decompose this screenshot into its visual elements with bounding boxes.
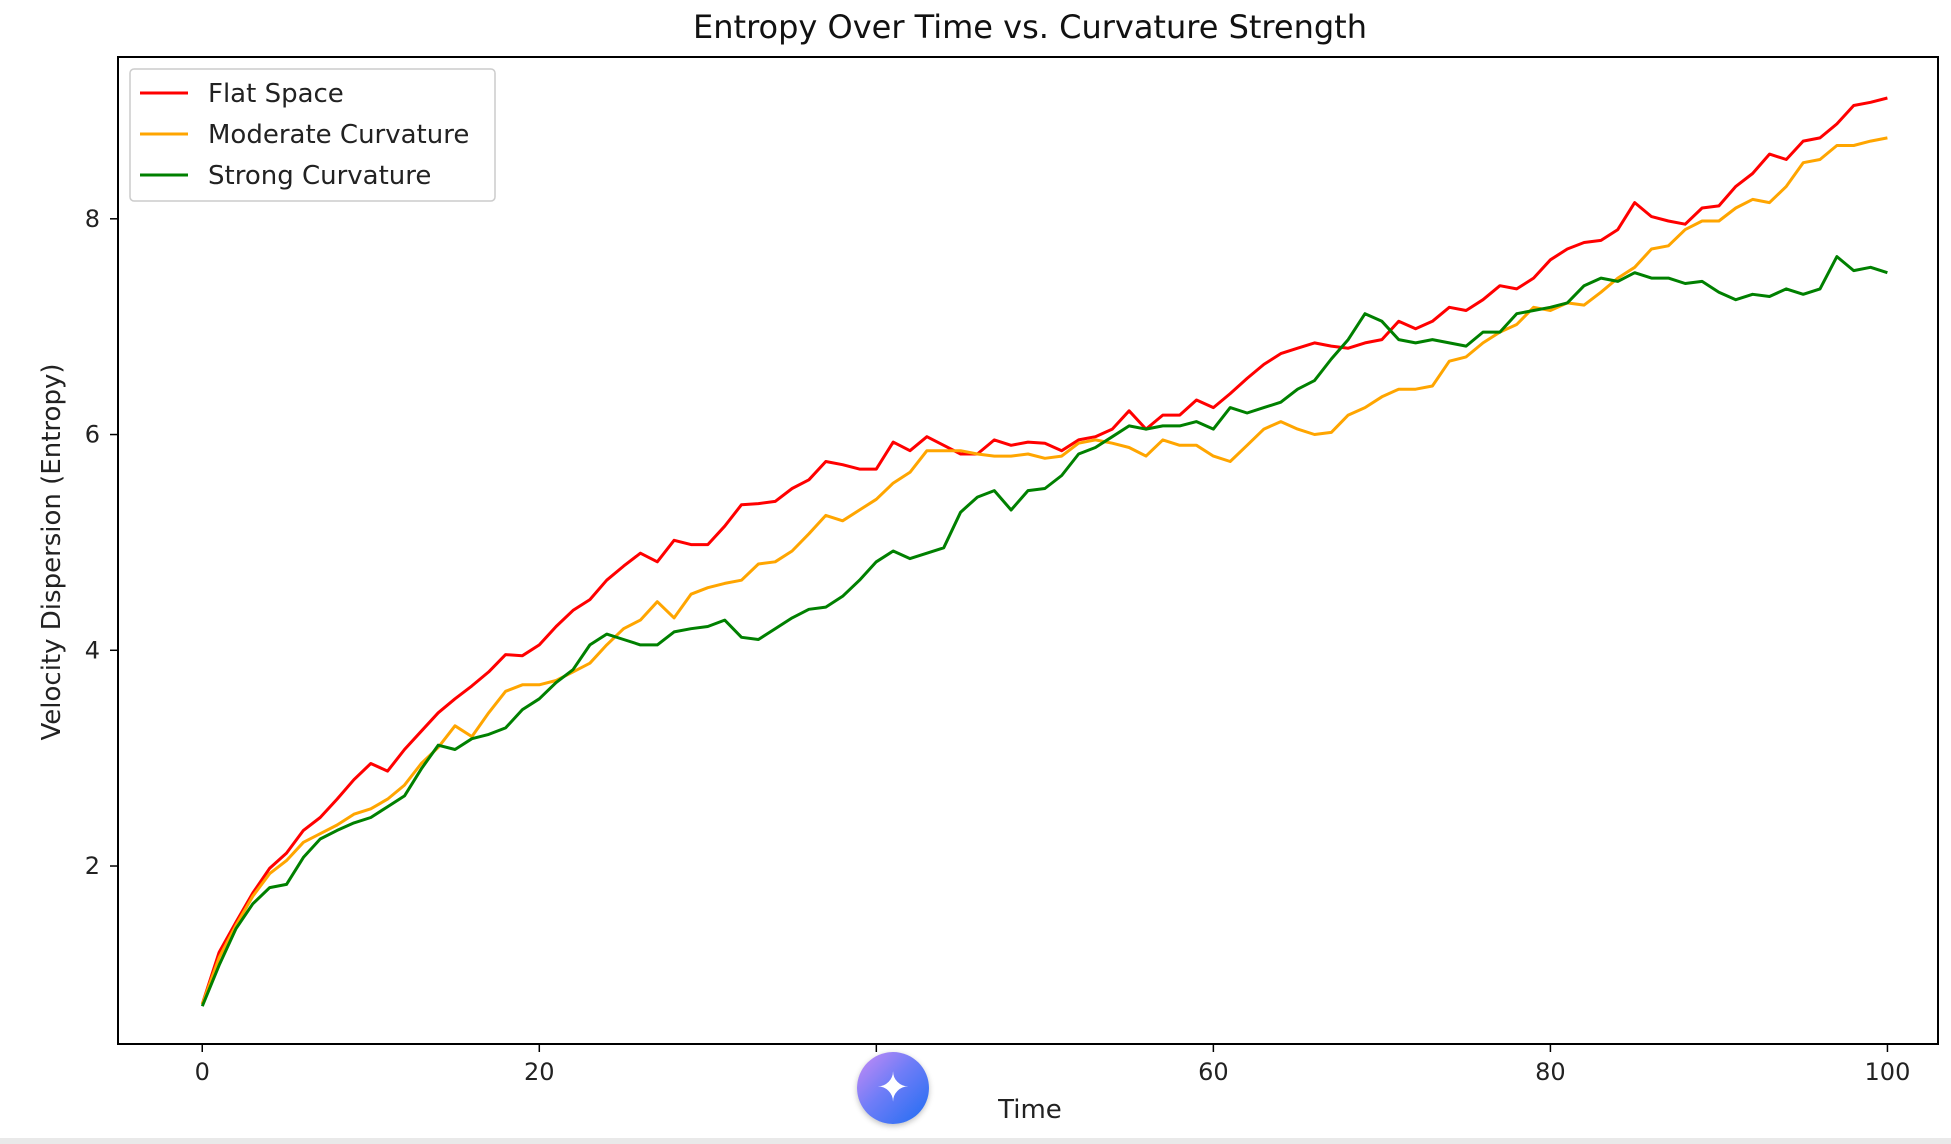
legend-entry-label: Flat Space xyxy=(208,79,344,109)
x-tick-label: 60 xyxy=(1198,1058,1229,1086)
bottom-edge-bar xyxy=(0,1138,1951,1144)
series-line-flat-space xyxy=(200,96,1888,1005)
chart-title: Entropy Over Time vs. Curvature Strength xyxy=(693,8,1367,46)
series-line-strong-curvature xyxy=(200,255,1888,1007)
y-tick-label: 4 xyxy=(85,636,100,664)
x-tick-label: 0 xyxy=(195,1058,210,1086)
sparkle-icon: ✦ xyxy=(876,1065,910,1111)
assistant-sparkle-button[interactable]: ✦ xyxy=(857,1052,929,1124)
legend-box xyxy=(129,68,496,202)
x-axis-ticks: 020406080100 xyxy=(195,1044,1911,1086)
series-line-moderate-curvature xyxy=(200,136,1888,1005)
legend-entry-label: Moderate Curvature xyxy=(208,120,469,150)
legend: Flat Space Moderate Curvature Strong Curva… xyxy=(129,68,496,202)
plot-area-frame xyxy=(117,56,1939,1045)
y-tick-label: 8 xyxy=(85,205,100,233)
x-tick-label: 80 xyxy=(1535,1058,1566,1086)
y-axis-label: Velocity Dispersion (Entropy) xyxy=(37,364,67,741)
series-lines xyxy=(200,96,1888,1007)
y-tick-label: 2 xyxy=(85,852,100,880)
x-tick-label: 20 xyxy=(524,1058,555,1086)
legend-entry-label: Strong Curvature xyxy=(208,161,431,191)
y-axis-ticks: 2 4 6 8 xyxy=(85,205,118,880)
y-tick-label: 6 xyxy=(85,421,100,449)
x-tick-label: 100 xyxy=(1865,1058,1911,1086)
x-axis-label: Time xyxy=(997,1095,1062,1125)
